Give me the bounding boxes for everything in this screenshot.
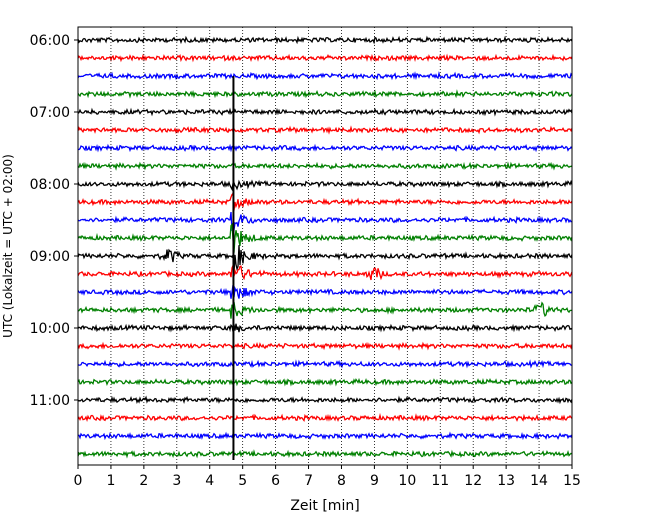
trace-line	[77, 191, 573, 211]
trace-line	[77, 125, 573, 135]
x-tick-label: 4	[205, 473, 214, 489]
trace-line	[77, 263, 573, 281]
x-tick-label: 2	[139, 473, 148, 489]
plot-frame	[77, 26, 573, 466]
x-tick-label: 12	[464, 473, 482, 489]
x-tick-label: 1	[106, 473, 115, 489]
y-tick-label: 09:00	[30, 249, 70, 265]
y-ticks-group: 06:00 07:00 08:00 09:00 10:00 11:00	[30, 33, 78, 409]
trace-line	[77, 431, 573, 441]
trace-line	[77, 359, 573, 369]
trace-line	[77, 179, 573, 192]
trace-line	[77, 70, 573, 81]
x-tick-label: 11	[431, 473, 449, 489]
x-tick-label: 6	[271, 473, 280, 489]
x-tick-label: 7	[304, 473, 313, 489]
trace-line	[77, 449, 573, 459]
x-tick-label: 13	[497, 473, 515, 489]
trace-line	[77, 143, 573, 153]
x-tick-label: 9	[370, 473, 379, 489]
trace-line	[77, 301, 573, 319]
y-tick-label: 07:00	[30, 105, 70, 121]
y-tick-label: 11:00	[30, 393, 70, 409]
traces-group	[77, 35, 573, 460]
trace-line	[77, 107, 573, 117]
y-tick-label: 08:00	[30, 177, 70, 193]
trace-line	[77, 395, 573, 405]
y-axis-label: UTC (Lokalzeit = UTC + 02:00)	[1, 154, 15, 338]
x-axis-label: Zeit [min]	[290, 498, 359, 514]
x-ticks-group: 0 1 2 3 4 5 6 7 8 9 10 11 12 13 14 15	[74, 465, 581, 489]
x-tick-label: 0	[74, 473, 83, 489]
trace-line	[77, 377, 573, 387]
trace-line	[77, 245, 573, 274]
trace-line	[77, 341, 573, 351]
x-tick-label: 14	[530, 473, 548, 489]
gridlines-group	[110, 27, 540, 465]
x-tick-label: 15	[563, 473, 581, 489]
x-tick-label: 3	[172, 473, 181, 489]
trace-line	[77, 161, 573, 171]
trace-line	[77, 412, 573, 423]
x-tick-label: 5	[238, 473, 247, 489]
trace-line	[77, 35, 573, 45]
y-tick-label: 10:00	[30, 321, 70, 337]
trace-line	[77, 53, 573, 63]
trace-line	[77, 211, 573, 233]
trace-line	[77, 285, 573, 299]
x-tick-label: 8	[337, 473, 346, 489]
trace-line	[77, 222, 573, 253]
x-tick-label: 10	[398, 473, 416, 489]
y-tick-label: 06:00	[30, 33, 70, 49]
trace-line	[77, 89, 573, 99]
trace-line	[77, 323, 573, 333]
